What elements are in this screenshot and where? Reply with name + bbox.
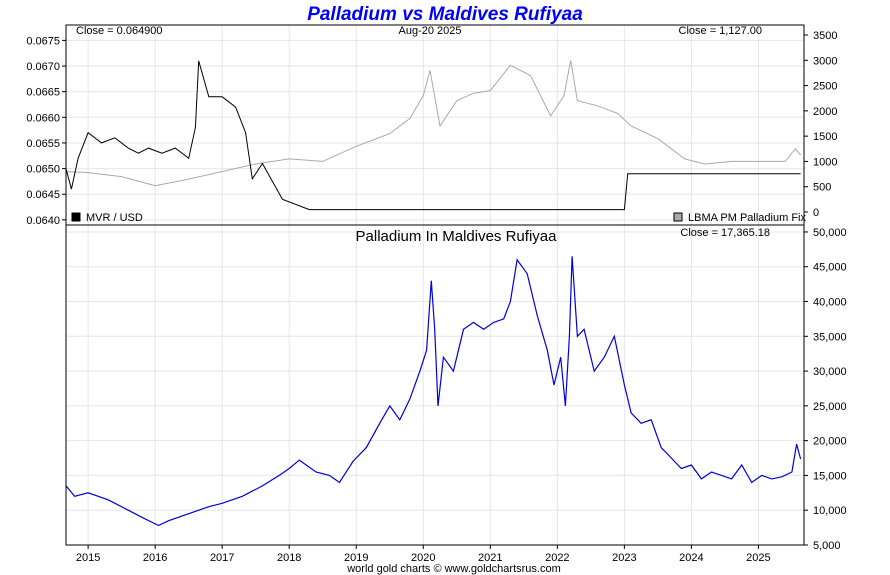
- left-tick-label: 0.0665: [26, 87, 60, 99]
- bottom-axes: 2015 2016 2017 2018 2019 2020 2021 2022 2023 2024…: [76, 227, 847, 564]
- bottom-right-tick-label: 50,000: [813, 227, 847, 239]
- left-tick-label: 0.0655: [26, 138, 60, 150]
- chart-title: Palladium vs Maldives Rufiyaa: [307, 4, 583, 25]
- x-tick-label: 2018: [277, 552, 301, 564]
- top-panel: 0.0640 0.0645 0.0650 0.0655 0.0660 0.0665 0.06…: [26, 24, 837, 227]
- bottom-right-tick-label: 35,000: [813, 331, 847, 343]
- left-tick-label: 0.0645: [26, 189, 60, 201]
- footer-credit: world gold charts © www.goldchartsrus.co…: [346, 563, 561, 575]
- palladium-fix-line: [65, 60, 801, 187]
- close-left-label: Close = 0.064900: [76, 25, 163, 37]
- bottom-right-tick-label: 5,000: [813, 540, 841, 552]
- left-tick-label: 0.0670: [26, 61, 60, 73]
- x-tick-label: 2020: [411, 552, 435, 564]
- mvr-usd-line: [65, 60, 801, 211]
- right-tick-label: 1000: [813, 156, 837, 168]
- bottom-right-tick-label: 30,000: [813, 366, 847, 378]
- legend-swatch-palladium: [673, 212, 683, 222]
- bottom-right-tick-label: 10,000: [813, 505, 847, 517]
- bottom-grid: [66, 225, 804, 546]
- legend-swatch-mvr: [71, 212, 81, 222]
- bottom-panel: 2015 2016 2017 2018 2019 2020 2021 2022 2023 2024…: [65, 224, 847, 564]
- x-tick-label: 2015: [76, 552, 100, 564]
- top-grid: [66, 25, 804, 225]
- bottom-right-tick-label: 20,000: [813, 436, 847, 448]
- legend-label-mvr: MVR / USD: [86, 212, 143, 224]
- right-tick-label: 2000: [813, 106, 837, 118]
- bottom-panel-frame: [65, 224, 805, 546]
- bottom-right-tick-label: 15,000: [813, 470, 847, 482]
- right-tick-label: 2500: [813, 81, 837, 93]
- bottom-chart-title: Palladium In Maldives Rufiyaa: [356, 228, 558, 245]
- left-tick-label: 0.0660: [26, 112, 60, 124]
- x-tick-label: 2017: [210, 552, 234, 564]
- close-right-label: Close = 1,127.00: [679, 25, 762, 37]
- top-axes: 0.0640 0.0645 0.0650 0.0655 0.0660 0.0665 0.06…: [26, 30, 837, 227]
- x-tick-label: 2022: [545, 552, 569, 564]
- left-tick-label: 0.0675: [26, 35, 60, 47]
- left-tick-label: 0.0640: [26, 215, 60, 227]
- x-tick-label: 2025: [746, 552, 770, 564]
- x-tick-label: 2019: [344, 552, 368, 564]
- palladium-in-mvr-line: [65, 256, 802, 527]
- top-panel-frame: [65, 24, 805, 226]
- x-tick-label: 2016: [143, 552, 167, 564]
- bottom-right-tick-label: 25,000: [813, 401, 847, 413]
- right-tick-label: 0: [813, 207, 819, 219]
- date-label: Aug-20 2025: [399, 25, 462, 37]
- left-tick-label: 0.0650: [26, 164, 60, 176]
- bottom-right-tick-label: 45,000: [813, 262, 847, 274]
- right-tick-label: 500: [813, 182, 831, 194]
- right-tick-label: 1500: [813, 131, 837, 143]
- x-tick-label: 2024: [679, 552, 703, 564]
- bottom-close-label: Close = 17,365.18: [680, 227, 770, 239]
- legend-label-palladium: LBMA PM Palladium Fix: [688, 212, 806, 224]
- bottom-right-tick-label: 40,000: [813, 297, 847, 309]
- right-tick-label: 3500: [813, 30, 837, 42]
- x-tick-label: 2023: [612, 552, 636, 564]
- x-tick-label: 2021: [478, 552, 502, 564]
- right-tick-label: 3000: [813, 55, 837, 67]
